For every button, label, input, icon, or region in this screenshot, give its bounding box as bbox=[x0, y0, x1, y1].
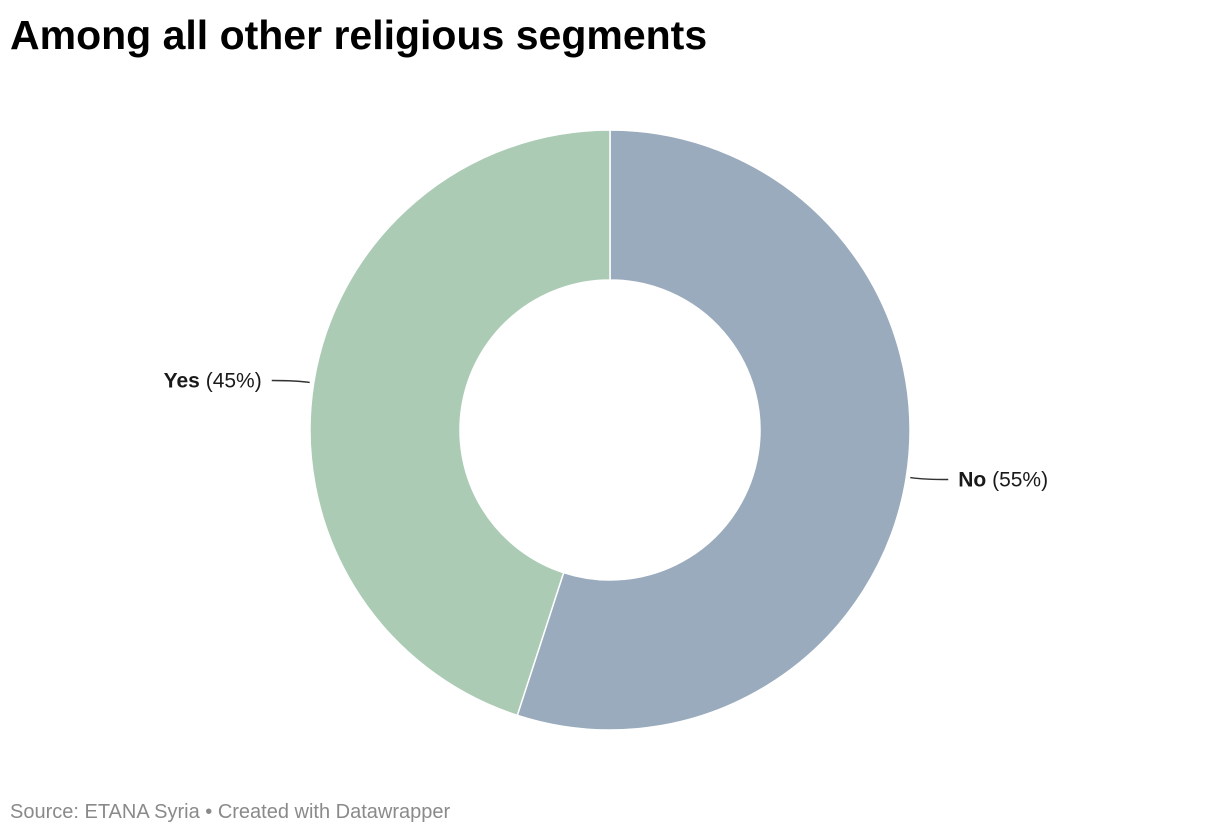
slice-labels: No (55%) Yes (45%) bbox=[164, 369, 1048, 491]
slice-label-yes: Yes (45%) bbox=[164, 369, 262, 392]
leader-line-no bbox=[910, 476, 949, 481]
source-link[interactable]: ETANA Syria bbox=[84, 801, 200, 823]
slice-no[interactable] bbox=[516, 129, 911, 731]
leader-line-yes bbox=[271, 379, 310, 384]
footer-separator: • bbox=[199, 801, 218, 823]
chart-footer: Source: ETANA Syria • Created with Dataw… bbox=[10, 799, 450, 825]
datawrapper-credit[interactable]: Created with Datawrapper bbox=[217, 801, 451, 823]
slice-label-category: No bbox=[958, 469, 986, 492]
slice-label-value: (45%) bbox=[200, 369, 262, 392]
slice-yes[interactable] bbox=[309, 129, 611, 717]
source-label: Source: bbox=[10, 801, 85, 823]
slice-label-category: Yes bbox=[164, 369, 200, 392]
slice-label-no: No (55%) bbox=[958, 469, 1048, 492]
chart-title: Among all other religious segments bbox=[10, 12, 708, 58]
slice-label-value: (55%) bbox=[986, 469, 1048, 492]
donut-slices bbox=[309, 129, 911, 731]
